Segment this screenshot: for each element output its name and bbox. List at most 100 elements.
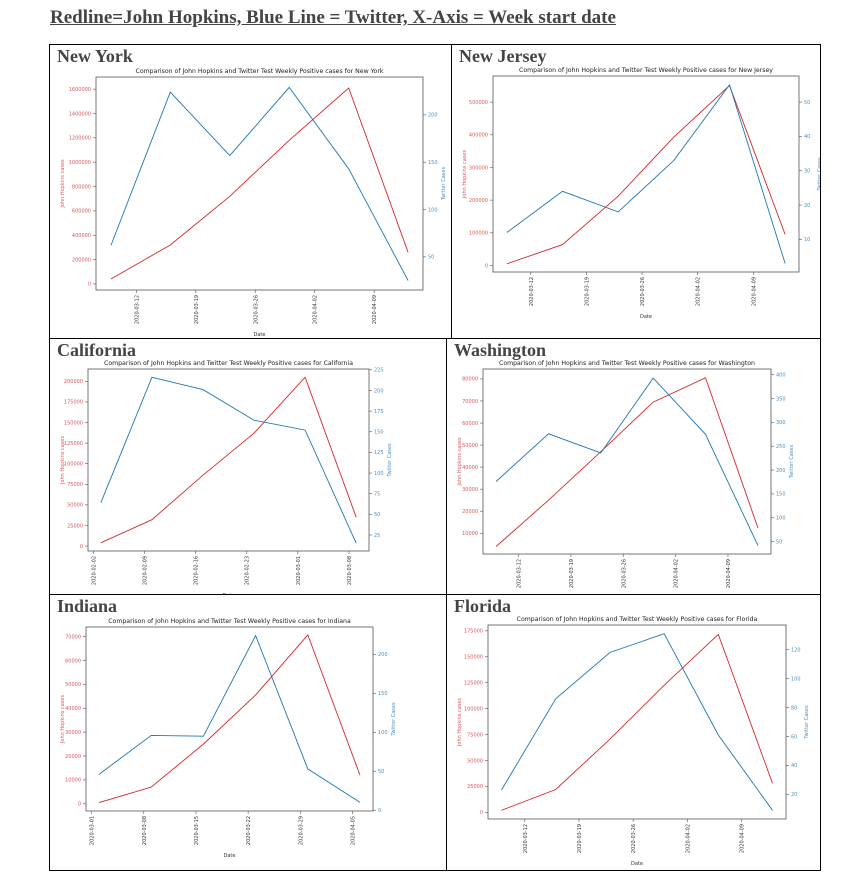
x-tick-label: 2020-03-12: [134, 295, 140, 324]
chart-title: Comparison of John Hopkins and Twitter T…: [499, 360, 755, 367]
y-left-tick-label: 175000: [64, 400, 83, 406]
y-right-tick-label: 100: [374, 471, 384, 477]
x-tick-label: 2020-02-02: [91, 556, 97, 585]
y-right-tick-label: 100: [776, 516, 786, 522]
y-left-tick-label: 30000: [65, 730, 81, 736]
x-tick-label: 2020-03-12: [517, 559, 523, 588]
y-left-tick-label: 150000: [464, 655, 483, 661]
chart-cell-washington: Washington Comparison of John Hopkins an…: [446, 338, 821, 595]
y-right-axis-label: Twitter Cases: [804, 705, 810, 740]
y-right-tick-label: 20: [804, 203, 810, 209]
twitter-line: [495, 377, 759, 546]
y-left-tick-label: 200000: [469, 198, 488, 204]
x-tick-label: 2020-03-15: [194, 816, 200, 845]
x-tick-label: 2020-03-12: [523, 824, 529, 853]
john-hopkins-line: [110, 87, 409, 280]
y-left-tick-label: 400000: [469, 133, 488, 139]
twitter-line: [501, 633, 773, 811]
chart-cell-florida: Florida Comparison of John Hopkins and T…: [446, 594, 821, 871]
y-left-tick-label: 30000: [462, 487, 478, 493]
y-left-tick-label: 0: [80, 544, 83, 550]
y-left-tick-label: 125000: [464, 680, 483, 686]
y-right-tick-label: 20: [791, 792, 797, 798]
y-right-tick-label: 200: [428, 113, 438, 119]
y-right-tick-label: 30: [804, 169, 810, 175]
y-left-tick-label: 50000: [65, 682, 81, 688]
x-tick-label: 2020-03-12: [529, 277, 535, 306]
y-right-axis-label: Twitter Cases: [387, 443, 393, 478]
y-right-tick-label: 50: [374, 512, 380, 518]
y-left-tick-label: 1400000: [69, 111, 91, 117]
y-right-tick-label: 150: [428, 160, 438, 166]
y-right-tick-label: 50: [804, 100, 810, 106]
x-tick-label: 2020-03-26: [640, 277, 646, 306]
chart-cell-california: California Comparison of John Hopkins an…: [49, 338, 447, 595]
y-right-tick-label: 120: [791, 647, 801, 653]
y-left-tick-label: 100000: [469, 231, 488, 237]
y-right-tick-label: 200: [378, 652, 388, 658]
y-left-axis-label: John Hopkins cases: [60, 695, 66, 745]
plot-frame: [487, 624, 787, 820]
y-right-tick-label: 150: [374, 430, 384, 436]
y-left-axis-label: John Hopkins cases: [60, 159, 66, 209]
x-tick-label: 2020-04-02: [696, 277, 702, 306]
twitter-line: [506, 83, 786, 264]
y-left-tick-label: 25000: [467, 784, 483, 790]
y-right-tick-label: 125: [374, 450, 384, 456]
y-left-tick-label: 50000: [462, 443, 478, 449]
x-tick-label: 2020-03-01: [296, 556, 302, 585]
y-right-tick-label: 10: [804, 237, 810, 243]
y-right-axis-label: Twitter Cases: [817, 157, 820, 192]
x-axis-label: Date: [254, 332, 266, 338]
john-hopkins-line: [506, 84, 786, 265]
x-tick-label: 2020-03-19: [194, 295, 200, 324]
john-hopkins-line: [100, 376, 357, 544]
y-left-tick-label: 40000: [462, 465, 478, 471]
y-left-tick-label: 500000: [469, 100, 488, 106]
y-left-tick-label: 75000: [467, 732, 483, 738]
y-right-tick-label: 100: [791, 676, 801, 682]
x-tick-label: 2020-04-09: [739, 824, 745, 853]
y-left-tick-label: 600000: [72, 209, 91, 215]
plot-frame: [492, 75, 800, 273]
x-tick-label: 2020-03-19: [577, 824, 583, 853]
y-left-tick-label: 100000: [464, 706, 483, 712]
x-tick-label: 2020-03-26: [621, 559, 627, 588]
y-left-tick-label: 80000: [462, 377, 478, 383]
state-heading: California: [57, 340, 136, 360]
x-tick-label: 2020-03-01: [90, 816, 96, 845]
y-left-tick-label: 175000: [464, 629, 483, 635]
x-tick-label: 2020-03-19: [569, 559, 575, 588]
y-left-tick-label: 60000: [462, 421, 478, 427]
chart-indiana: Comparison of John Hopkins and Twitter T…: [60, 618, 397, 859]
plot-frame: [95, 76, 424, 291]
y-right-tick-label: 25: [374, 533, 380, 539]
x-tick-label: 2020-04-09: [372, 295, 378, 324]
y-left-tick-label: 200000: [64, 379, 83, 385]
x-tick-label: 2020-03-22: [246, 816, 252, 845]
x-tick-label: 2020-03-29: [298, 816, 304, 845]
chart-florida: Comparison of John Hopkins and Twitter T…: [457, 616, 810, 867]
y-left-tick-label: 75000: [67, 482, 83, 488]
y-left-tick-label: 40000: [65, 706, 81, 712]
plot-frame: [87, 368, 370, 552]
chart-new-jersey: Comparison of John Hopkins and Twitter T…: [462, 67, 820, 320]
chart-cell-new-jersey: New Jersey Comparison of John Hopkins an…: [451, 44, 821, 339]
y-right-tick-label: 400: [776, 373, 786, 379]
x-tick-label: 2020-04-02: [685, 824, 691, 853]
x-axis-label: Date: [224, 853, 236, 859]
y-right-tick-label: 350: [776, 396, 786, 402]
y-right-tick-label: 150: [378, 691, 388, 697]
y-right-tick-label: 50: [776, 539, 782, 545]
y-right-tick-label: 175: [374, 409, 384, 415]
state-heading: New York: [57, 46, 133, 66]
twitter-line: [100, 376, 357, 544]
y-left-tick-label: 50000: [467, 758, 483, 764]
state-heading: New Jersey: [459, 46, 547, 66]
chart-washington: Comparison of John Hopkins and Twitter T…: [457, 360, 795, 588]
y-left-tick-label: 10000: [65, 778, 81, 784]
y-left-tick-label: 200000: [72, 257, 91, 263]
john-hopkins-line: [98, 634, 361, 804]
x-tick-label: 2020-02-23: [245, 556, 251, 585]
y-left-tick-label: 25000: [67, 523, 83, 529]
